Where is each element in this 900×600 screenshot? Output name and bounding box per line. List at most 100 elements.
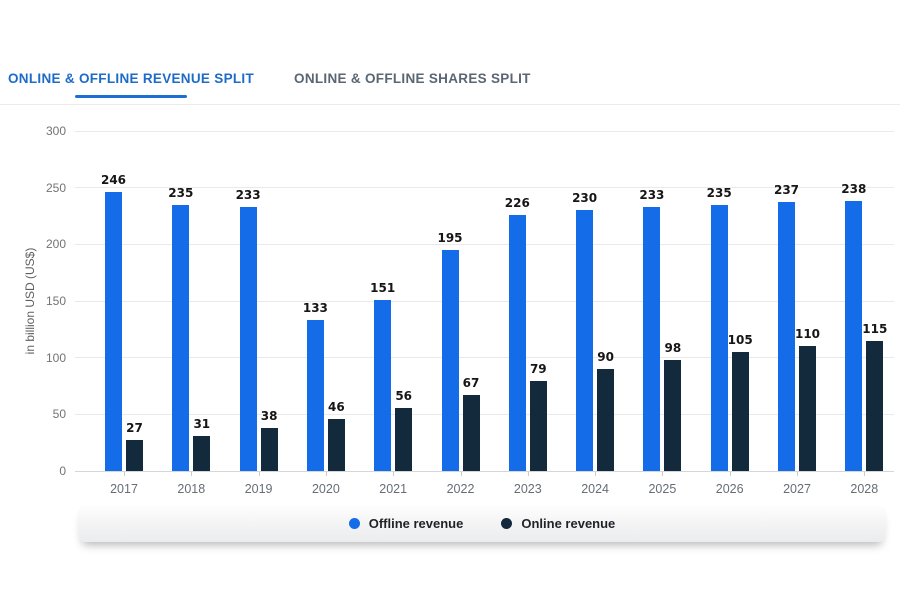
bar-offline-revenue-2019 [239,207,257,471]
x-tick-label-2020: 2020 [311,482,340,496]
value-label-online-revenue-2026: 105 [727,333,753,347]
value-label-offline-revenue-2019: 233 [235,188,261,202]
tab-revenue-split-label: ONLINE & OFFLINE REVENUE SPLIT [8,71,255,86]
value-label-offline-revenue-2026: 235 [706,186,732,200]
x-tick-label-2021: 2021 [379,482,408,496]
x-tick-2018 [191,472,193,476]
bar-offline-revenue-2020 [306,320,324,471]
value-label-online-revenue-2028: 115 [862,322,888,336]
legend-label-offline-revenue: Offline revenue [368,516,464,531]
gridline-300 [75,130,894,132]
x-tick-label-2025: 2025 [648,482,677,496]
bar-offline-revenue-2017 [105,192,122,471]
value-label-online-revenue-2022: 67 [462,376,480,390]
gridline-250 [75,187,894,189]
gridline-150 [75,300,894,302]
x-tick-label-2018: 2018 [177,482,206,496]
bar-offline-revenue-2028 [845,201,863,471]
value-label-online-revenue-2018: 31 [193,417,211,431]
tab-bar-divider [0,104,900,105]
gridline-100 [75,357,894,359]
tab-shares-split-label: ONLINE & OFFLINE SHARES SPLIT [294,71,531,86]
bar-online-revenue-2026 [731,352,749,471]
x-tick-2028 [864,472,866,476]
x-tick-2022 [460,472,462,476]
bar-online-revenue-2022 [462,395,480,471]
legend-item-online-revenue[interactable]: Online revenue [501,516,615,531]
value-label-offline-revenue-2017: 246 [100,173,127,187]
x-tick-2025 [662,472,664,476]
bar-offline-revenue-2026 [710,205,728,471]
x-tick-2024 [595,472,597,476]
tab-revenue-split[interactable]: ONLINE & OFFLINE REVENUE SPLIT [8,71,254,98]
x-tick-2020 [325,472,327,476]
bar-online-revenue-2023 [529,381,547,471]
value-label-offline-revenue-2024: 230 [572,191,598,205]
x-tick-2026 [729,472,731,476]
value-label-offline-revenue-2028: 238 [841,182,867,196]
bar-offline-revenue-2022 [441,250,459,471]
gridline-200 [75,243,894,245]
bar-online-revenue-2027 [799,346,816,471]
tab-bar: ONLINE & OFFLINE REVENUE SPLIT ONLINE & … [8,71,531,98]
value-label-offline-revenue-2021: 151 [370,281,396,295]
value-label-offline-revenue-2023: 226 [504,196,530,210]
gridline-50 [75,413,894,415]
y-tick-label-300: 300 [45,124,66,138]
value-label-online-revenue-2023: 79 [529,362,547,376]
bar-online-revenue-2017 [126,440,143,471]
y-tick-label-150: 150 [45,294,66,308]
tab-shares-split[interactable]: ONLINE & OFFLINE SHARES SPLIT [294,71,531,98]
gridline-0 [75,470,894,472]
y-tick-label-50: 50 [52,407,66,422]
value-label-offline-revenue-2020: 133 [302,301,328,315]
value-label-online-revenue-2025: 98 [664,341,682,355]
x-tick-2023 [527,472,529,476]
bar-online-revenue-2021 [395,408,413,471]
x-tick-2017 [124,472,125,476]
x-tick-label-2026: 2026 [715,482,744,496]
value-label-online-revenue-2024: 90 [597,350,614,364]
bar-online-revenue-2019 [260,428,278,471]
bar-offline-revenue-2018 [172,205,190,471]
x-tick-2019 [258,472,260,476]
value-label-online-revenue-2019: 38 [260,409,278,423]
x-tick-label-2017: 2017 [110,482,138,496]
bar-offline-revenue-2024 [576,210,594,471]
value-label-offline-revenue-2018: 235 [168,186,194,200]
x-tick-label-2027: 2027 [783,482,811,496]
bar-online-revenue-2018 [193,436,211,471]
active-tab-underline [75,95,187,98]
y-tick-label-100: 100 [45,350,66,365]
x-tick-label-2024: 2024 [581,482,609,496]
value-label-offline-revenue-2022: 195 [437,231,463,245]
x-tick-label-2023: 2023 [513,482,542,496]
x-tick-label-2022: 2022 [446,482,475,496]
legend: Offline revenue Online revenue [78,505,886,542]
bar-online-revenue-2024 [597,369,615,471]
legend-label-online-revenue: Online revenue [521,516,616,531]
value-label-online-revenue-2017: 27 [126,421,143,435]
legend-dot-online-revenue [501,518,513,529]
value-label-offline-revenue-2025: 233 [639,188,665,202]
bar-offline-revenue-2021 [374,300,392,471]
x-tick-label-2028: 2028 [850,482,879,496]
bar-online-revenue-2025 [664,360,682,471]
legend-dot-offline-revenue [348,518,360,529]
bar-offline-revenue-2023 [508,215,526,471]
legend-item-offline-revenue[interactable]: Offline revenue [348,516,464,531]
y-tick-label-250: 250 [45,180,66,195]
value-label-online-revenue-2027: 110 [794,327,821,341]
x-tick-2021 [393,472,395,476]
y-tick-label-0: 0 [59,464,66,478]
bar-online-revenue-2028 [866,341,884,471]
value-label-online-revenue-2021: 56 [395,389,413,403]
value-label-online-revenue-2020: 46 [328,400,345,414]
bar-offline-revenue-2027 [778,202,795,471]
y-tick-label-200: 200 [45,237,66,252]
bar-online-revenue-2020 [327,419,345,471]
x-tick-label-2019: 2019 [244,482,273,496]
bar-offline-revenue-2025 [643,207,661,471]
value-label-offline-revenue-2027: 237 [773,183,800,197]
